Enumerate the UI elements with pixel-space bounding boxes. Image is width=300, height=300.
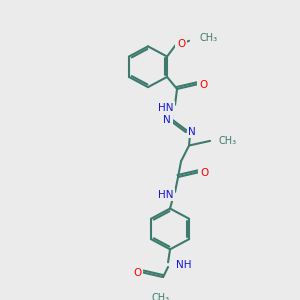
Text: N: N (188, 127, 196, 136)
Text: N: N (163, 116, 171, 125)
Text: HN: HN (158, 190, 174, 200)
Text: CH₃: CH₃ (152, 293, 170, 300)
Text: CH₃: CH₃ (199, 33, 217, 43)
Text: CH₃: CH₃ (218, 136, 236, 146)
Text: HN: HN (158, 103, 174, 112)
Text: O: O (177, 39, 185, 49)
Text: NH: NH (176, 260, 192, 270)
Text: O: O (133, 268, 141, 278)
Text: O: O (200, 168, 208, 178)
Text: O: O (199, 80, 207, 90)
